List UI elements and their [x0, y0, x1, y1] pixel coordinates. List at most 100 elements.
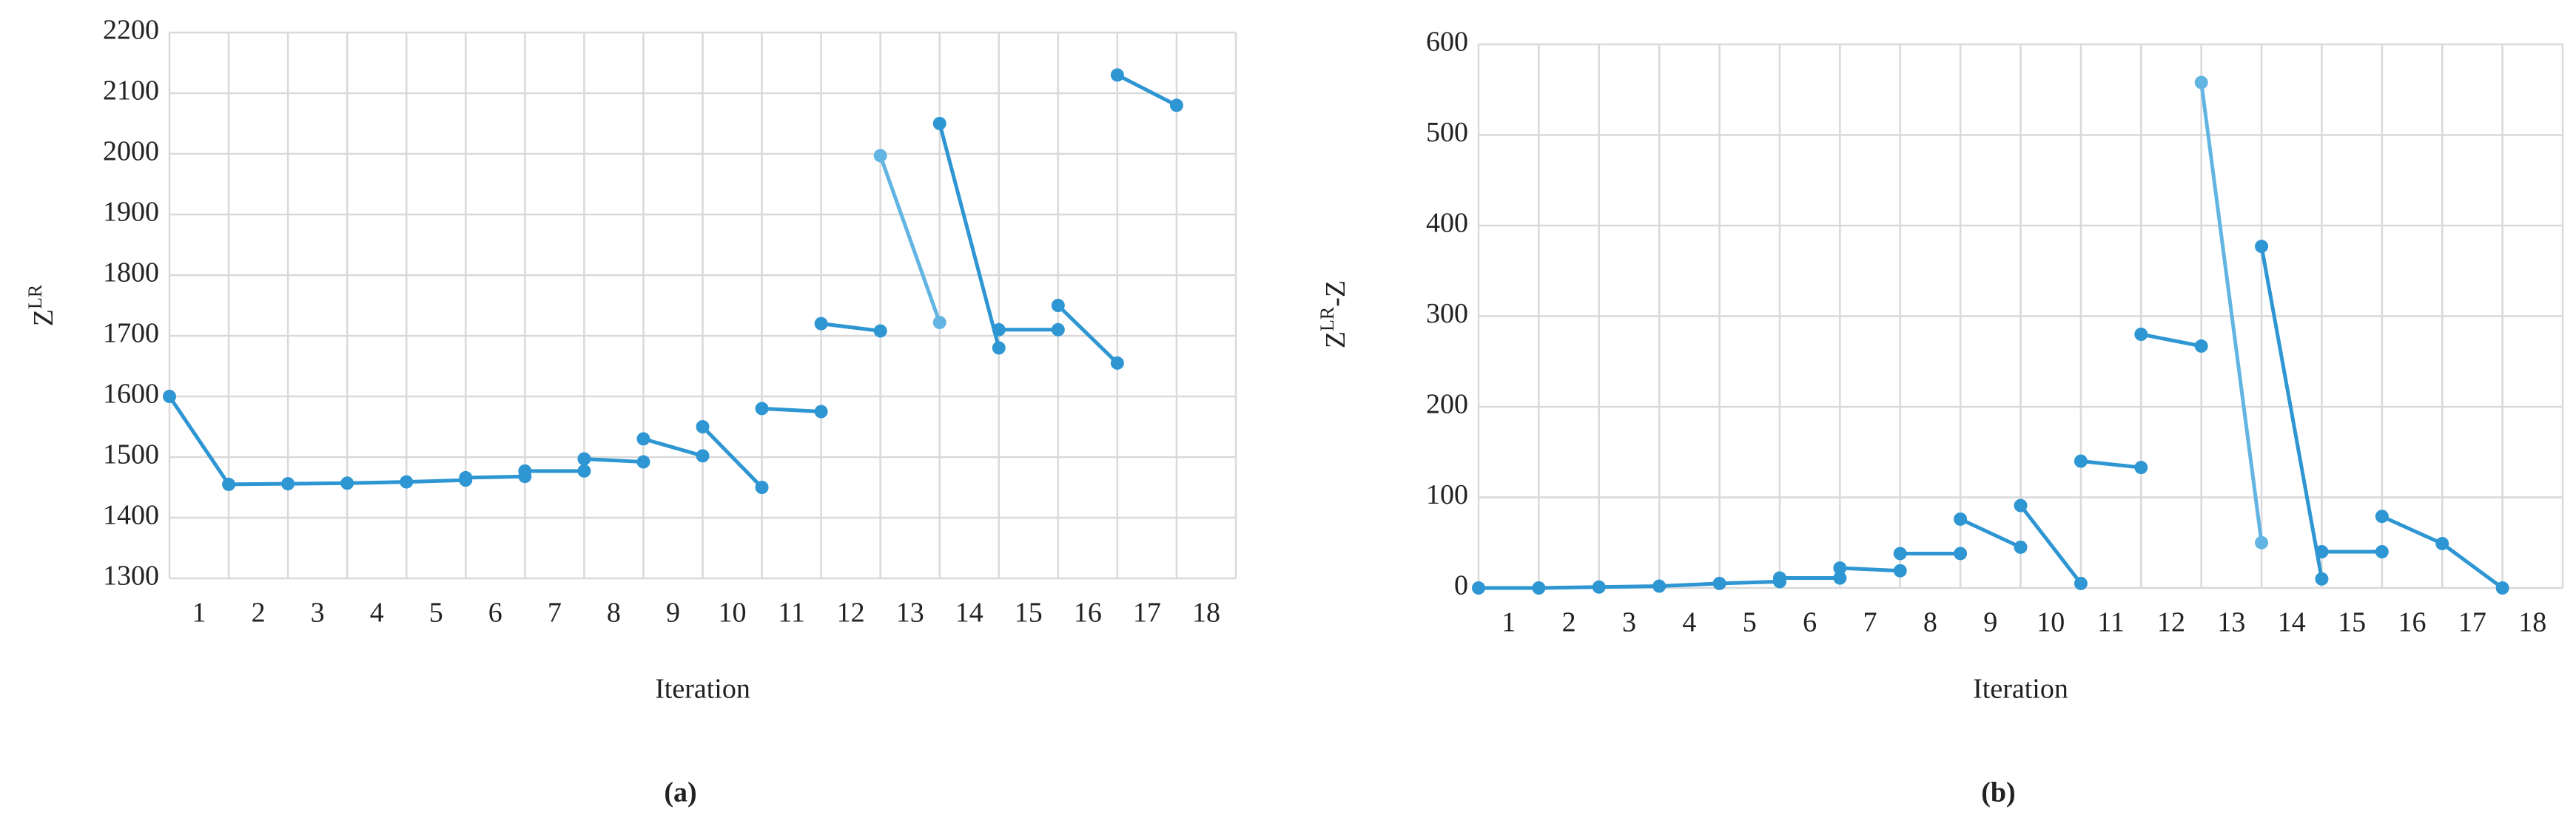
- y-tick-label: 2000: [103, 136, 159, 167]
- x-tick-label: 2: [252, 598, 266, 629]
- point: [1051, 299, 1065, 312]
- point: [2074, 576, 2088, 590]
- x-tick-label: 8: [1923, 607, 1937, 638]
- point: [2255, 240, 2269, 254]
- point: [400, 475, 414, 489]
- point: [222, 477, 236, 491]
- x-tick-label: 9: [666, 598, 680, 629]
- x-tick-label: 18: [1192, 598, 1220, 629]
- y-axis-title: ZLR-Z: [1316, 280, 1351, 348]
- point: [2315, 572, 2329, 586]
- y-tick-label: 1500: [103, 439, 159, 470]
- point: [1532, 581, 1546, 595]
- x-tick-label: 14: [2278, 607, 2306, 638]
- x-tick-label: 11: [778, 598, 805, 629]
- point: [577, 464, 591, 478]
- point: [1169, 98, 1183, 112]
- y-tick-label: 1800: [103, 257, 159, 288]
- point: [163, 390, 176, 403]
- x-tick-label: 12: [837, 598, 865, 629]
- y-tick-label: 0: [1454, 570, 1468, 601]
- point: [636, 455, 650, 469]
- x-tick-label: 13: [2217, 607, 2245, 638]
- y-tick-label: 100: [1426, 479, 1468, 510]
- point: [2134, 461, 2148, 475]
- point: [2194, 339, 2208, 353]
- point: [340, 476, 354, 490]
- point: [1893, 564, 1907, 578]
- point: [2194, 75, 2208, 89]
- point: [1772, 571, 1786, 585]
- point: [755, 481, 769, 494]
- point: [2435, 536, 2449, 550]
- point: [2014, 498, 2028, 513]
- point: [577, 452, 591, 466]
- line: [167, 73, 1178, 489]
- point: [1110, 68, 1124, 82]
- y-tick-label: 500: [1426, 117, 1468, 148]
- point: [1592, 580, 1606, 594]
- x-tick-label: 5: [429, 598, 443, 629]
- panel-label: (a): [664, 777, 696, 808]
- point: [992, 322, 1006, 337]
- y-axis-title-part: Z: [28, 309, 59, 326]
- y-axis-title-part: Z: [1320, 331, 1351, 348]
- y-axis-title: ZLR: [24, 284, 59, 326]
- x-tick-label: 4: [1682, 607, 1696, 638]
- y-tick-label: 400: [1426, 208, 1468, 239]
- x-tick-label: 15: [1015, 598, 1043, 629]
- x-tick-label: 15: [2338, 607, 2366, 638]
- x-tick-label: 2: [1562, 607, 1576, 638]
- point: [1833, 561, 1847, 575]
- y-axis-title-part: LR: [1316, 306, 1338, 331]
- y-tick-label: 1400: [103, 500, 159, 531]
- point: [1652, 579, 1667, 593]
- x-tick-label: 3: [311, 598, 325, 629]
- point: [2255, 535, 2269, 550]
- point: [992, 341, 1006, 355]
- y-tick-label: 2100: [103, 75, 159, 107]
- x-tick-label: 17: [1133, 598, 1161, 629]
- x-tick-label: 11: [2097, 607, 2125, 638]
- x-axis-title: Iteration: [655, 674, 750, 705]
- point: [2014, 540, 2028, 554]
- line: [1479, 246, 2504, 590]
- chart-panel: 1300 1400 1500 1600 1700 1800 1900 2000 2100 2200…: [24, 15, 1237, 808]
- x-tick-label: 7: [1863, 607, 1877, 638]
- point: [696, 449, 710, 463]
- x-tick-label: 10: [719, 598, 747, 629]
- y-tick-label: 1600: [103, 379, 159, 410]
- point: [873, 149, 887, 163]
- point: [1893, 547, 1907, 561]
- point: [755, 402, 769, 416]
- point: [281, 477, 295, 491]
- x-tick-label: 14: [955, 598, 983, 629]
- x-tick-label: 17: [2458, 607, 2486, 638]
- point: [1712, 576, 1726, 590]
- x-tick-label: 7: [548, 598, 562, 629]
- point: [1110, 356, 1124, 370]
- point: [2375, 510, 2389, 524]
- point: [814, 317, 828, 331]
- point: [1472, 581, 1485, 595]
- x-tick-label: 10: [2037, 607, 2065, 638]
- point: [2495, 581, 2509, 595]
- x-tick-label: 3: [1622, 607, 1636, 638]
- point: [1954, 512, 1968, 526]
- y-tick-label: 1900: [103, 197, 159, 228]
- point: [873, 324, 887, 338]
- y-tick-label: 600: [1426, 27, 1468, 58]
- y-axis-title-part: LR: [24, 284, 46, 309]
- point: [2375, 545, 2389, 558]
- x-tick-label: 6: [1803, 607, 1817, 638]
- point: [2134, 328, 2148, 341]
- y-tick-label: 300: [1426, 298, 1468, 329]
- point: [696, 420, 710, 433]
- y-tick-label: 1700: [103, 318, 159, 349]
- x-tick-label: 1: [192, 598, 206, 629]
- x-tick-label: 12: [2157, 607, 2185, 638]
- x-axis-title: Iteration: [1973, 674, 2068, 705]
- point: [459, 470, 473, 484]
